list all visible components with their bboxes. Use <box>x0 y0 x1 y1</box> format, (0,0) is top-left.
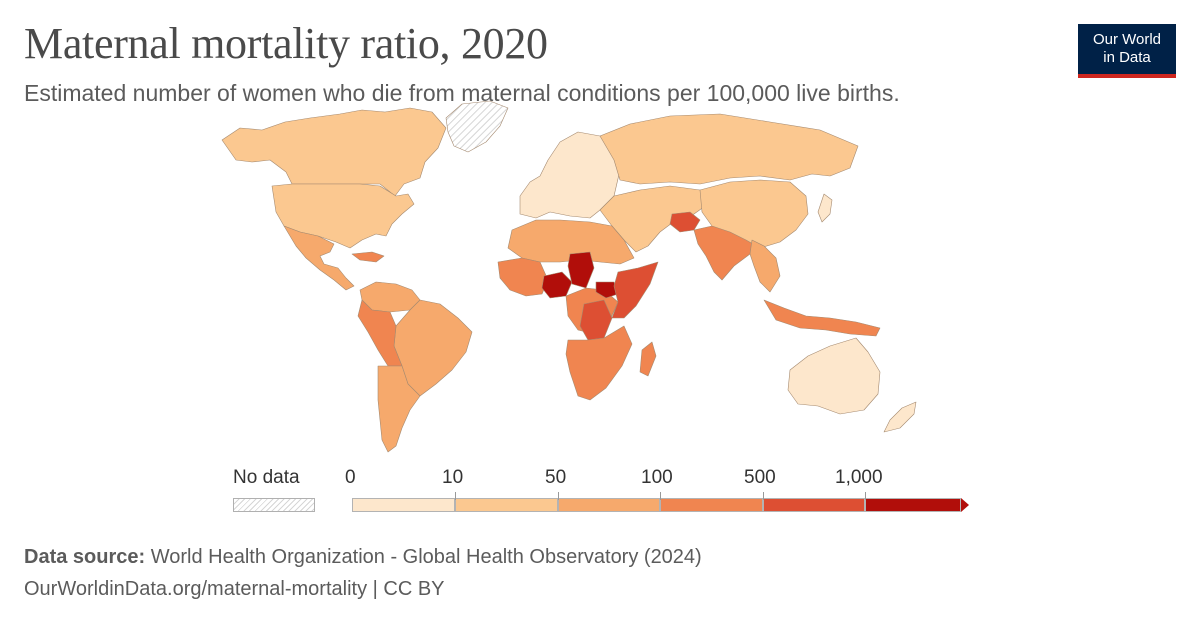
region-mexico[interactable] <box>283 225 355 291</box>
logo-line-1: Our World <box>1092 31 1162 48</box>
region-east-africa[interactable] <box>611 261 659 319</box>
region-china[interactable] <box>699 179 809 249</box>
region-caribbean[interactable] <box>351 251 385 263</box>
owid-logo[interactable]: Our World in Data <box>1078 24 1176 78</box>
data-source: Data source: World Health Organization -… <box>24 546 702 569</box>
region-japan[interactable] <box>817 193 833 223</box>
legend-no-data-swatch[interactable] <box>233 498 315 512</box>
legend-tick <box>558 492 559 500</box>
legend-tick-label: 500 <box>744 467 776 488</box>
legend-tick <box>455 492 456 500</box>
region-afghanistan[interactable] <box>669 211 701 233</box>
region-greenland[interactable] <box>445 100 509 153</box>
region-australia[interactable] <box>787 337 881 415</box>
legend-open-end-arrow <box>961 498 969 512</box>
region-southeast-asia[interactable] <box>749 239 781 293</box>
world-map[interactable] <box>0 100 1200 460</box>
legend-tick-label: 10 <box>442 467 464 488</box>
region-madagascar[interactable] <box>639 341 657 377</box>
legend-tick-label: 50 <box>545 467 567 488</box>
region-nigeria[interactable] <box>541 271 573 299</box>
legend-bin[interactable] <box>352 498 455 512</box>
legend-bin[interactable] <box>660 498 763 512</box>
region-russia[interactable] <box>599 113 859 185</box>
legend-bin[interactable] <box>558 498 660 512</box>
region-southern-cone[interactable] <box>377 365 421 453</box>
legend-tick-label: 100 <box>641 467 673 488</box>
legend-tick <box>865 492 866 500</box>
region-south-sudan[interactable] <box>595 281 619 299</box>
region-west-africa[interactable] <box>497 257 549 297</box>
region-southern-africa[interactable] <box>565 325 633 401</box>
chart-subtitle: Estimated number of women who die from m… <box>24 80 900 106</box>
source-url-line[interactable]: OurWorldinData.org/maternal-mortality | … <box>24 578 445 600</box>
region-canada[interactable] <box>221 107 447 197</box>
region-new-zealand[interactable] <box>883 401 917 433</box>
legend-tick-label: 1,000 <box>835 467 883 488</box>
region-indonesia[interactable] <box>763 299 881 337</box>
legend-tick <box>763 492 764 500</box>
legend-bin[interactable] <box>865 498 961 512</box>
region-chad[interactable] <box>567 251 595 289</box>
legend-bin[interactable] <box>455 498 558 512</box>
legend-tick-label: 0 <box>345 467 356 488</box>
legend-bin[interactable] <box>763 498 865 512</box>
data-source-text: World Health Organization - Global Healt… <box>150 546 702 568</box>
logo-line-2: in Data <box>1103 49 1151 66</box>
legend-no-data-label: No data <box>233 467 300 488</box>
data-source-label: Data source: <box>24 546 146 568</box>
chart-title: Maternal mortality ratio, 2020 <box>24 19 548 68</box>
legend-tick <box>660 492 661 500</box>
